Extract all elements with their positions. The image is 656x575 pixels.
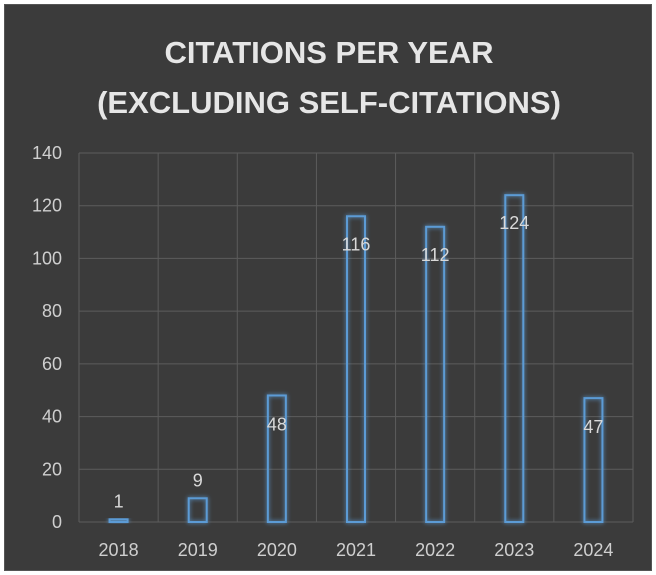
chart-title-line-2: (EXCLUDING SELF-CITATIONS): [97, 85, 561, 120]
y-tick-label: 20: [42, 459, 62, 479]
bar: [425, 225, 446, 524]
y-tick-label: 0: [52, 512, 62, 532]
citations-bar-chart: CITATIONS PER YEAR (EXCLUDING SELF-CITAT…: [32, 35, 634, 560]
x-axis: 2018 2019 2020 2021 2022 2023 2024: [99, 540, 614, 560]
data-label: 112: [421, 245, 450, 265]
data-label: 124: [499, 213, 529, 233]
data-label: 48: [267, 414, 287, 434]
gridlines: [78, 152, 634, 523]
x-tick-label: 2021: [336, 540, 376, 560]
data-label: 1: [114, 491, 124, 511]
bar: [346, 215, 366, 523]
x-tick-label: 2018: [99, 540, 139, 560]
bar: [583, 397, 604, 523]
data-label: 47: [583, 417, 603, 437]
data-labels: 1 9 48 116 112 124 47: [114, 213, 604, 511]
bar: [187, 497, 208, 523]
y-tick-label: 80: [42, 301, 62, 321]
bars: [108, 194, 604, 524]
y-tick-label: 140: [32, 143, 62, 163]
x-tick-label: 2022: [415, 540, 455, 560]
chart-title-line-1: CITATIONS PER YEAR: [165, 35, 494, 70]
bar: [504, 194, 525, 524]
y-tick-label: 60: [42, 354, 62, 374]
chart-area: CITATIONS PER YEAR (EXCLUDING SELF-CITAT…: [4, 4, 652, 571]
data-label: 9: [193, 470, 203, 490]
x-tick-label: 2019: [178, 540, 218, 560]
y-axis: 0 20 40 60 80 100 120 140: [32, 143, 62, 532]
bar: [108, 518, 129, 523]
chart-title: CITATIONS PER YEAR (EXCLUDING SELF-CITAT…: [97, 35, 561, 120]
y-tick-label: 120: [32, 196, 62, 216]
data-label: 116: [342, 234, 371, 254]
bar: [266, 394, 287, 523]
x-tick-label: 2023: [494, 540, 534, 560]
x-tick-label: 2020: [257, 540, 297, 560]
y-tick-label: 40: [42, 407, 62, 427]
y-tick-label: 100: [32, 248, 62, 268]
x-tick-label: 2024: [573, 540, 613, 560]
